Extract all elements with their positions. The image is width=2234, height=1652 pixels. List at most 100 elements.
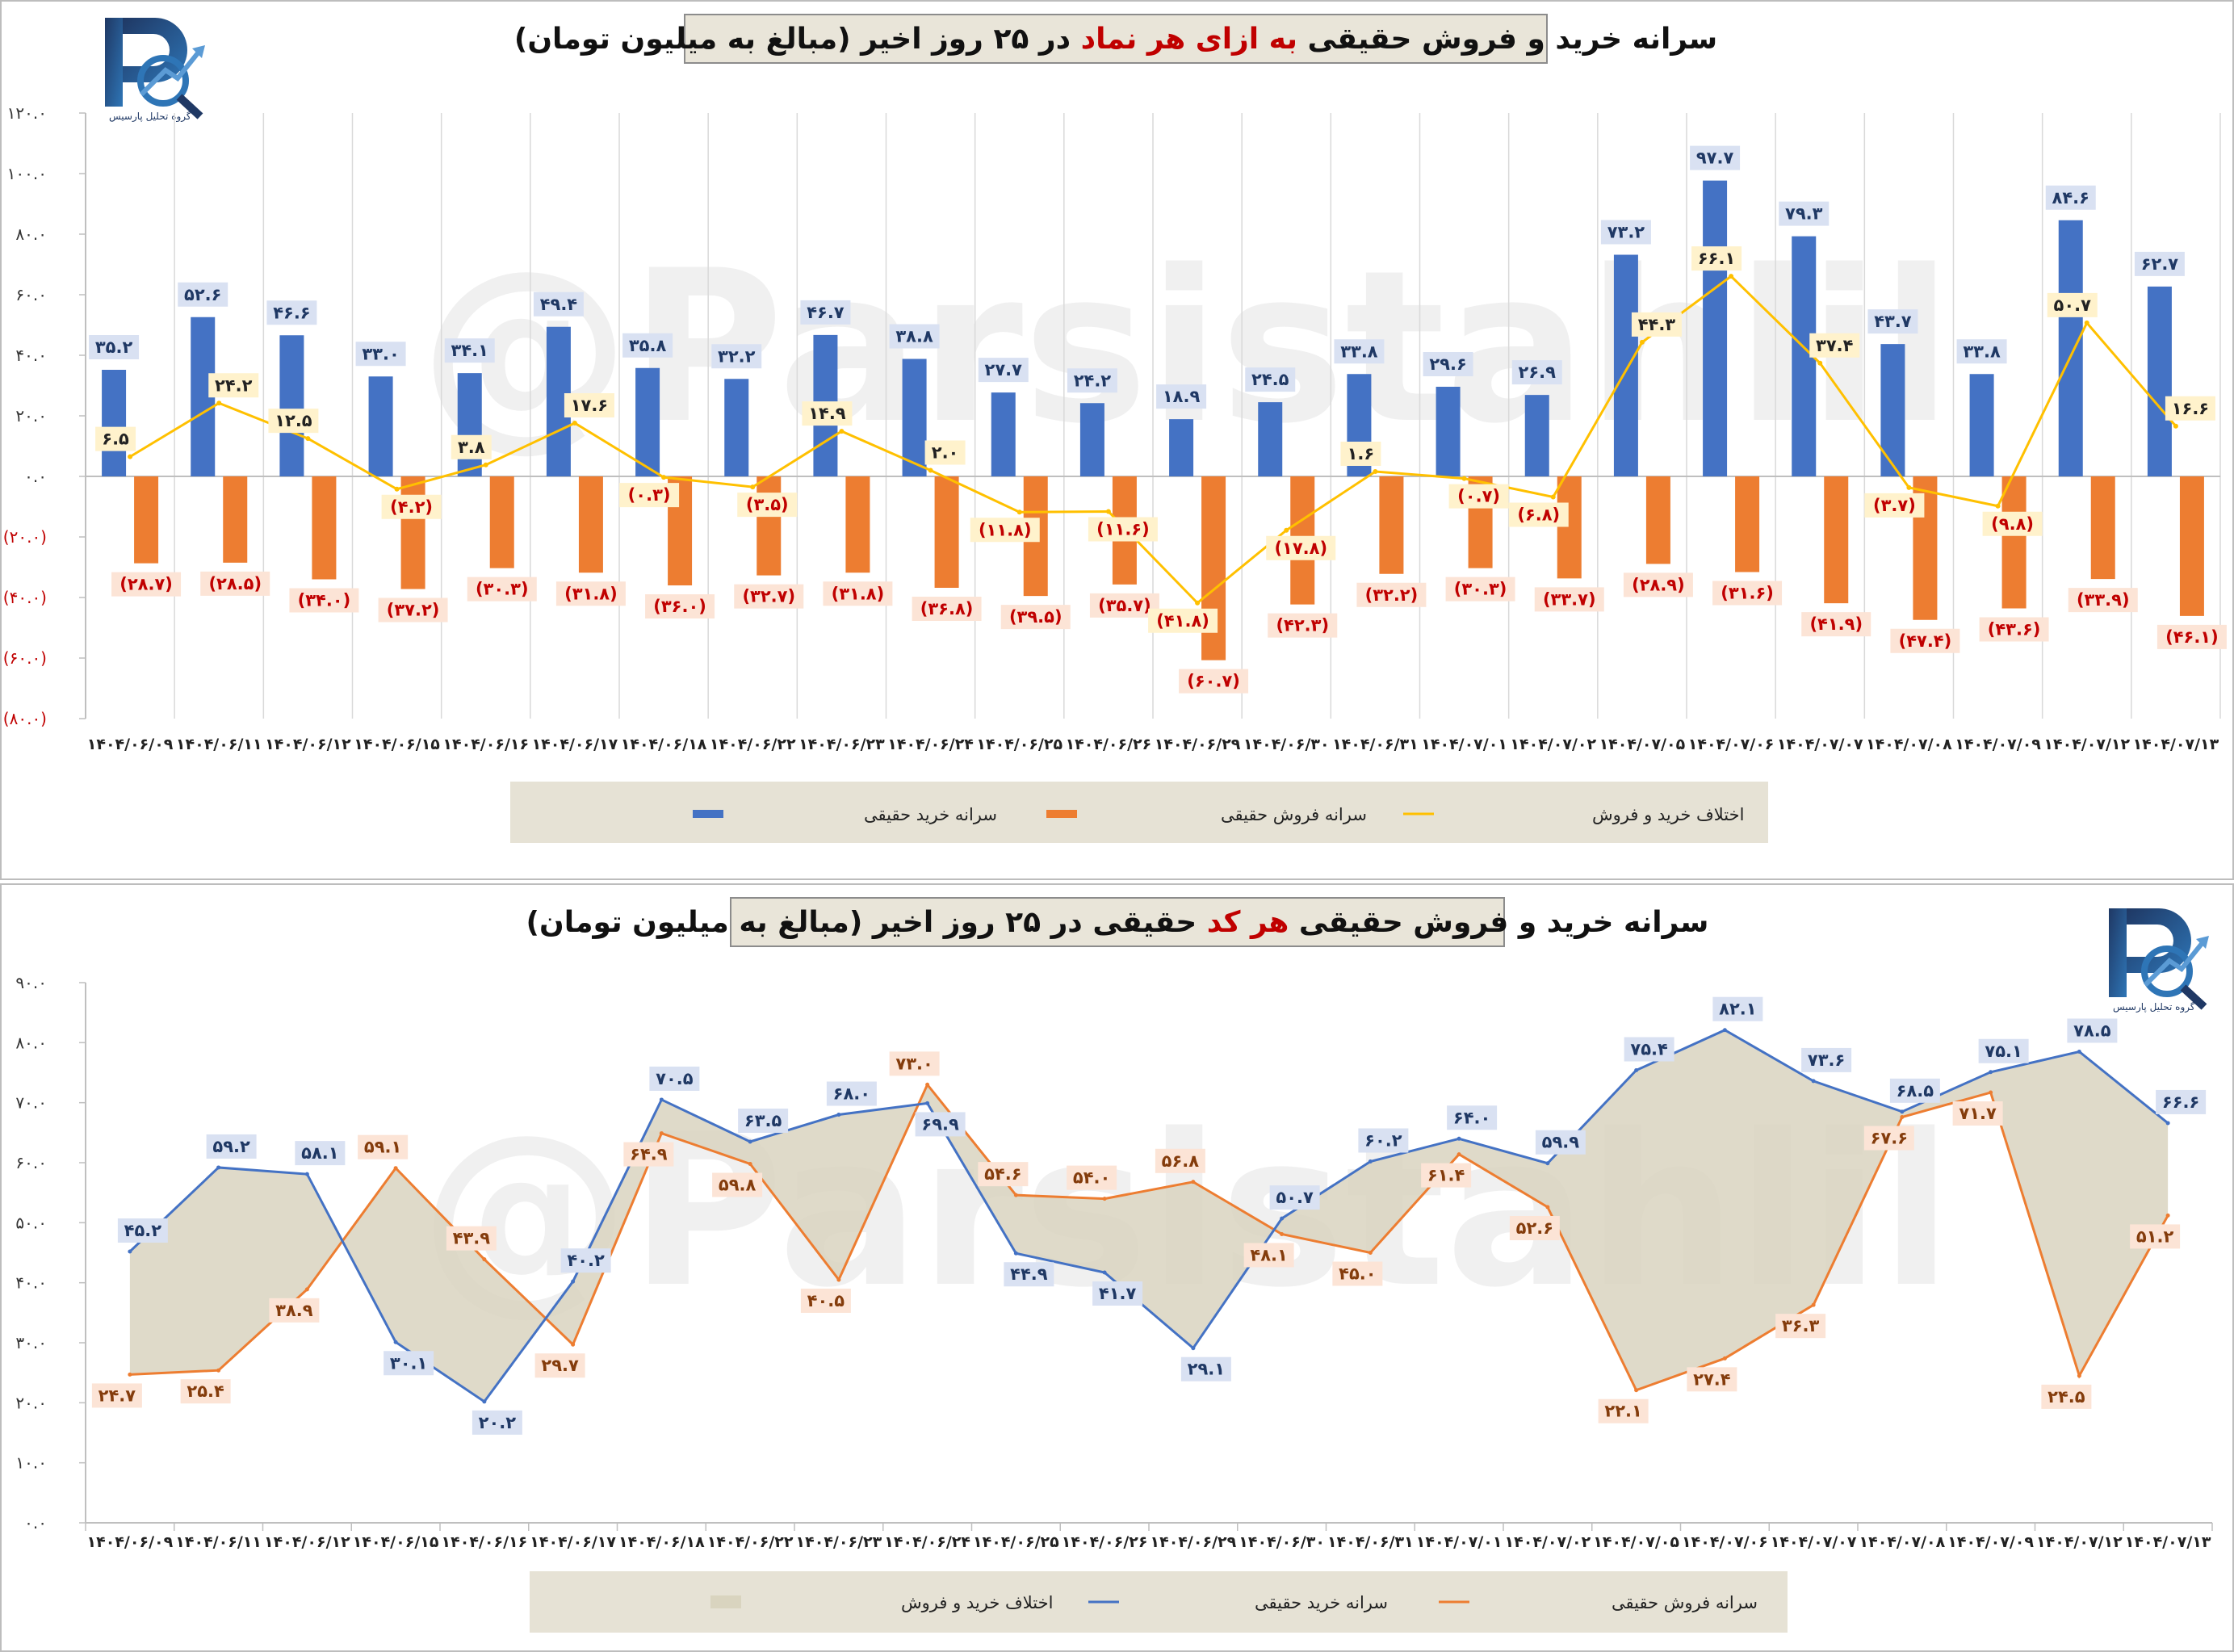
sell-data-label-bg (1089, 593, 1159, 618)
chart2-xtick-label: ۱۴۰۴/۰۷/۰۲ (1505, 1533, 1591, 1551)
chart2-xtick-label: ۱۴۰۴/۰۷/۰۹ (1947, 1533, 2034, 1551)
sell-per-code-label: ۵۴.۶ (984, 1164, 1021, 1184)
chart1-ytick-label: ۱۲۰.۰ (7, 103, 47, 123)
sell-per-code-label: ۵۲.۶ (1516, 1218, 1553, 1238)
diff-data-label-bg (564, 393, 614, 417)
chart2-title-part2: هر کد (1207, 906, 1289, 939)
sell-per-code-label-bg (180, 1379, 231, 1404)
sell-data-label: (۳۱.۶) (1721, 584, 1774, 603)
legend-buy-line: سرانه خرید حقیقی (1088, 1593, 1388, 1612)
sell-per-code-label: ۷۳.۰ (895, 1054, 933, 1073)
buy-point (216, 1165, 221, 1170)
sell-point (1191, 1180, 1196, 1184)
buy-bar (457, 373, 482, 476)
buy-data-label-bg (533, 291, 584, 317)
buy-point (1013, 1251, 1018, 1256)
chart1-ytick-label: ۱۰۰.۰ (7, 164, 47, 183)
buy-data-label-bg (711, 344, 762, 369)
buy-point (393, 1340, 398, 1344)
buy-per-code-label: ۶۰.۲ (1364, 1131, 1402, 1151)
sell-data-label: (۳۶.۰) (653, 597, 706, 616)
sell-per-code-label: ۶۱.۴ (1427, 1166, 1465, 1185)
diff-data-label-bg (1691, 246, 1742, 271)
buy-data-label-bg (1956, 339, 2007, 364)
sell-data-label: (۳۵.۷) (1098, 596, 1151, 615)
sell-point (571, 1342, 576, 1347)
chart1-xtick-label: ۱۴۰۴/۰۷/۰۹ (1955, 736, 2041, 753)
buy-per-code-label: ۵۰.۷ (1276, 1188, 1314, 1207)
buy-bar (724, 379, 749, 476)
sell-per-code-label: ۶۷.۶ (1871, 1129, 1908, 1148)
logo-caption: گروه تحلیل پارسیس (2113, 1001, 2195, 1013)
chart2-title: سرانه خرید و فروش حقیقی هر کد حقیقی در ۲… (526, 897, 1708, 947)
buy-per-code-label: ۶۸.۵ (1897, 1081, 1934, 1101)
legend-buy-label: سرانه خرید حقیقی (864, 805, 997, 824)
diff-data-label: ۵۰.۷ (2054, 296, 2092, 315)
sell-bar (312, 476, 337, 580)
buy-per-code-label: ۷۵.۴ (1630, 1040, 1668, 1059)
buy-per-code-label-bg (1447, 1105, 1498, 1130)
sell-point (1545, 1205, 1550, 1210)
chart2-xtick-label: ۱۴۰۴/۰۶/۲۵ (973, 1533, 1059, 1551)
sell-data-label: (۲۸.۵) (208, 574, 262, 593)
sell-bar (489, 476, 514, 568)
legend-diff-line: اختلاف خرید و فروش (1403, 805, 1744, 824)
buy-point (482, 1399, 487, 1404)
diff-data-label-bg (1982, 511, 2043, 536)
chart1-xtick-label: ۱۴۰۴/۰۷/۰۶ (1688, 736, 1775, 753)
chart2-xtick-label: ۱۴۰۴/۰۶/۱۵ (353, 1533, 439, 1551)
diff-data-label: ۱۶.۶ (2172, 399, 2209, 418)
diff-data-label-bg (1631, 312, 1682, 337)
sell-per-code-label-bg (800, 1288, 851, 1313)
buy-point (748, 1139, 752, 1144)
sell-data-label: (۳۱.۸) (564, 584, 618, 603)
chart2-xtick-label: ۱۴۰۴/۰۶/۱۷ (530, 1533, 616, 1551)
diff-data-label-bg (1864, 493, 1925, 518)
sell-point (1989, 1090, 1993, 1095)
diff-point (750, 484, 756, 490)
sell-data-label: (۳۰.۳) (1454, 580, 1507, 599)
buy-per-code-label: ۶۳.۵ (744, 1111, 782, 1130)
buy-bar (1969, 374, 1994, 476)
buy-per-code-label: ۴۰.۲ (567, 1251, 605, 1270)
svg-text:سرانه خرید و فروش حقیقی به ازا: سرانه خرید و فروش حقیقی به ازای هر نماد … (514, 23, 1717, 56)
buy-point (925, 1101, 930, 1105)
diff-data-label-bg (268, 409, 319, 434)
diff-point (1906, 484, 1912, 490)
buy-bar (635, 367, 660, 476)
sell-bar (134, 476, 159, 564)
sell-point (482, 1257, 487, 1262)
legend-buy-bar: سرانه خرید حقیقی (693, 805, 997, 824)
chart1-xtick-label: ۱۴۰۴/۰۶/۱۵ (354, 736, 440, 753)
sell-data-label: (۳۰.۳) (476, 580, 529, 599)
chart2-xtick-label: ۱۴۰۴/۰۶/۲۴ (884, 1533, 970, 1551)
buy-data-label-bg (1867, 309, 1918, 334)
buy-per-code-label-bg (2156, 1089, 2207, 1114)
diff-point (1461, 476, 1467, 481)
diff-data-label-bg (924, 440, 966, 465)
sell-per-code-label: ۳۶.۳ (1782, 1316, 1820, 1335)
legend-sell-line-label: سرانه فروش حقیقی (1612, 1593, 1758, 1612)
sell-per-code-label-bg (2130, 1224, 2181, 1249)
sell-per-code-label: ۴۵.۰ (1339, 1264, 1376, 1284)
sell-data-label-bg (1356, 582, 1427, 607)
sell-data-label-bg (734, 584, 804, 609)
sell-data-label: (۴۱.۹) (1809, 614, 1863, 634)
diff-data-label-bg (1508, 502, 1569, 527)
sell-per-code-label-bg (1952, 1101, 2003, 1126)
buy-data-label-bg (178, 282, 228, 307)
diff-data-label: ۳۷.۴ (1816, 336, 1854, 355)
sell-point (1368, 1251, 1373, 1255)
sell-point (128, 1372, 132, 1377)
diff-data-label-bg (1448, 484, 1509, 509)
buy-data-label: ۹۷.۷ (1696, 149, 1734, 168)
buy-per-code-label: ۶۹.۹ (921, 1114, 959, 1134)
chart1-xtick-label: ۱۴۰۴/۰۶/۳۱ (1332, 736, 1419, 753)
chart2-xtick-label: ۱۴۰۴/۰۶/۱۶ (442, 1533, 528, 1551)
diff-data-label: (۴۱.۸) (1156, 611, 1209, 631)
chart2-plot: ۹۰.۰ ۸۰.۰ ۷۰.۰ ۶۰.۰ ۵۰.۰ ۴۰.۰ ۳۰.۰ ۲۰.۰ ۱۰.۰ ۰.۰ ۴… (15, 973, 2213, 1551)
sell-per-code-label-bg (623, 1142, 674, 1167)
diff-data-label: ۲۴.۲ (215, 375, 253, 395)
diff-point (1995, 503, 2001, 509)
chart1-xtick-label: ۱۴۰۴/۰۶/۲۶ (1066, 736, 1152, 753)
